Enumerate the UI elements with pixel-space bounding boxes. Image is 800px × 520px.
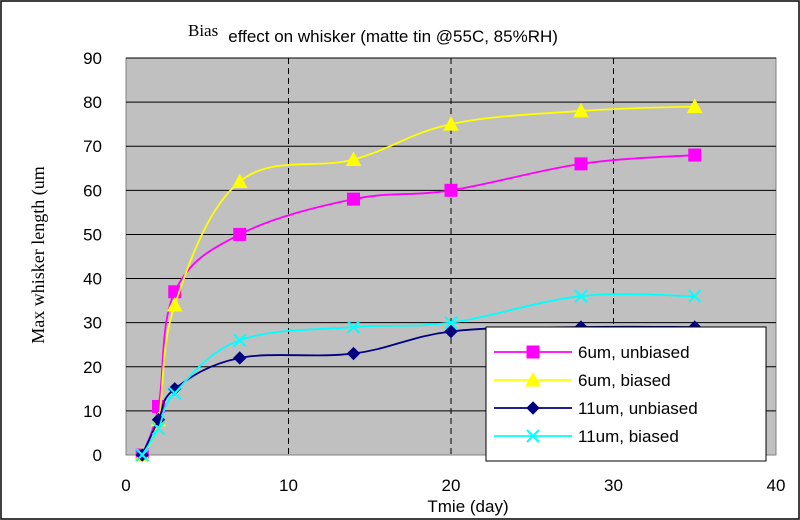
y-tick-label: 90 <box>83 49 102 68</box>
y-tick-label: 10 <box>83 402 102 421</box>
series-line <box>141 105 695 456</box>
data-point-triangle <box>231 173 248 189</box>
x-axis-title: Tmie (day) <box>427 497 508 516</box>
y-tick-label: 30 <box>83 314 102 333</box>
legend: 6um, unbiased 6um, biased 11um, unbiased 11… <box>485 326 767 462</box>
data-point-diamond <box>444 324 458 339</box>
data-point-x <box>574 289 588 303</box>
x-tick-label: 0 <box>121 476 130 495</box>
series-4 <box>135 289 702 462</box>
data-point-x <box>168 386 182 400</box>
legend-items: 6um, unbiased 6um, biased 11um, unbiased 11… <box>494 343 698 446</box>
y-tick-label: 50 <box>83 225 102 244</box>
legend-label: 6um, biased <box>578 371 671 390</box>
legend-label: 11um, unbiased <box>578 399 698 418</box>
data-point-square <box>347 192 360 206</box>
data-point-square <box>233 227 247 241</box>
y-axis-title: Max whisker length (um <box>28 166 49 343</box>
chart-title-part1: Bias <box>188 21 218 40</box>
legend-marker-diamond <box>526 401 540 415</box>
data-point-x <box>688 289 702 303</box>
legend-label: 11um, biased <box>578 427 679 446</box>
legend-label: 6um, unbiased <box>578 343 690 362</box>
data-point-square <box>444 183 458 197</box>
y-tick-label: 40 <box>83 270 102 289</box>
data-point-x <box>233 333 247 348</box>
legend-marker-x <box>526 429 540 443</box>
y-tick-label: 0 <box>93 446 102 465</box>
legend-item: 11um, biased <box>494 427 679 446</box>
chart-title-part2: effect on whisker (matte tin @55C, 85%RH… <box>228 27 558 46</box>
data-point-triangle <box>345 151 362 166</box>
data-point-x <box>444 315 458 330</box>
data-point-x <box>135 448 149 462</box>
x-tick-label: 10 <box>279 476 298 495</box>
legend-marker-square <box>526 345 540 359</box>
data-point-x <box>346 320 361 334</box>
data-point-triangle <box>166 296 183 312</box>
data-point-triangle <box>443 116 459 131</box>
data-point-square <box>574 157 588 171</box>
x-tick-label: 40 <box>767 476 786 495</box>
data-point-triangle <box>573 102 589 118</box>
series-layer <box>134 98 703 462</box>
tick-labels: 0 10 20 30 40 50 60 70 80 90 0 10 20 30 40 <box>83 49 785 495</box>
x-tick-label: 20 <box>442 476 461 495</box>
data-point-diamond <box>168 382 182 396</box>
y-tick-label: 20 <box>83 358 102 377</box>
legend-item: 11um, unbiased <box>494 399 698 418</box>
y-tick-label: 60 <box>83 181 102 200</box>
data-point-diamond <box>233 351 247 365</box>
chart-title: Bias effect on whisker (matte tin @55C, … <box>188 21 558 46</box>
legend-item: 6um, biased <box>494 371 671 390</box>
y-tick-label: 80 <box>83 93 102 112</box>
series-1 <box>135 148 702 462</box>
y-tick-label: 70 <box>83 137 102 156</box>
data-point-square <box>688 148 702 162</box>
legend-marker-triangle <box>525 371 541 387</box>
legend-item: 6um, unbiased <box>494 343 690 362</box>
x-tick-label: 30 <box>604 476 623 495</box>
data-point-triangle <box>686 98 703 114</box>
data-point-x <box>151 421 166 436</box>
data-point-diamond <box>346 346 361 361</box>
